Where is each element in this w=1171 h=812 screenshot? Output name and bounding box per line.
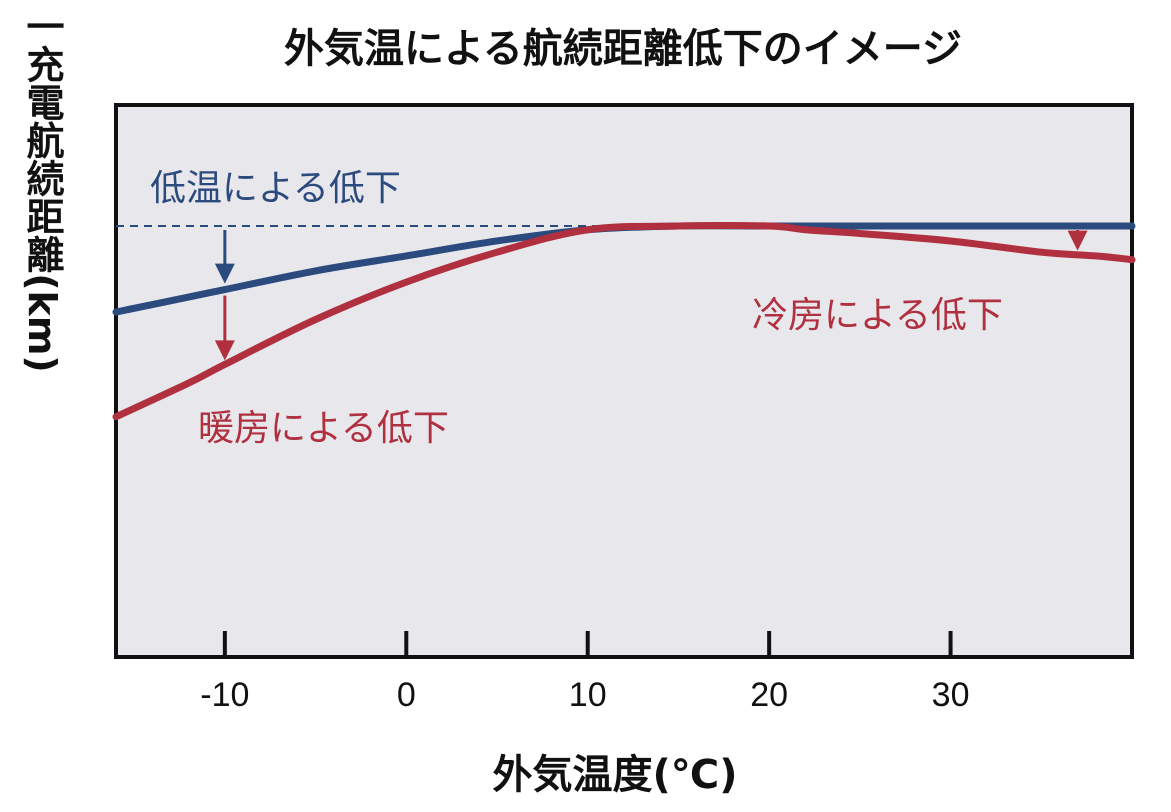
plot-area <box>114 103 1134 659</box>
x-tick-label: -10 <box>200 676 249 714</box>
annotation-low-temp: 低温による低下 <box>150 168 401 209</box>
y-axis-label: 一充電航続距離(km) <box>20 7 64 373</box>
annotation-cooling: 冷房による低下 <box>752 295 1003 336</box>
annotation-heating: 暖房による低下 <box>198 408 449 449</box>
series-line-heating-cooling <box>112 222 1136 421</box>
chart-title: 外気温による航続距離低下のイメージ <box>284 26 962 72</box>
arrow-heating-head <box>214 340 235 361</box>
x-tick-label: 0 <box>397 676 416 714</box>
x-ticks: -10 0 10 20 30 <box>200 631 969 714</box>
x-tick-label: 20 <box>750 676 788 714</box>
arrow-cooling-head <box>1067 230 1088 251</box>
x-tick-label: 10 <box>569 676 607 714</box>
x-tick-label: 30 <box>932 676 970 714</box>
arrow-low-temp-head <box>214 263 235 284</box>
x-axis-label: 外気温度(℃) <box>493 752 738 798</box>
arrows-group <box>214 230 1088 361</box>
